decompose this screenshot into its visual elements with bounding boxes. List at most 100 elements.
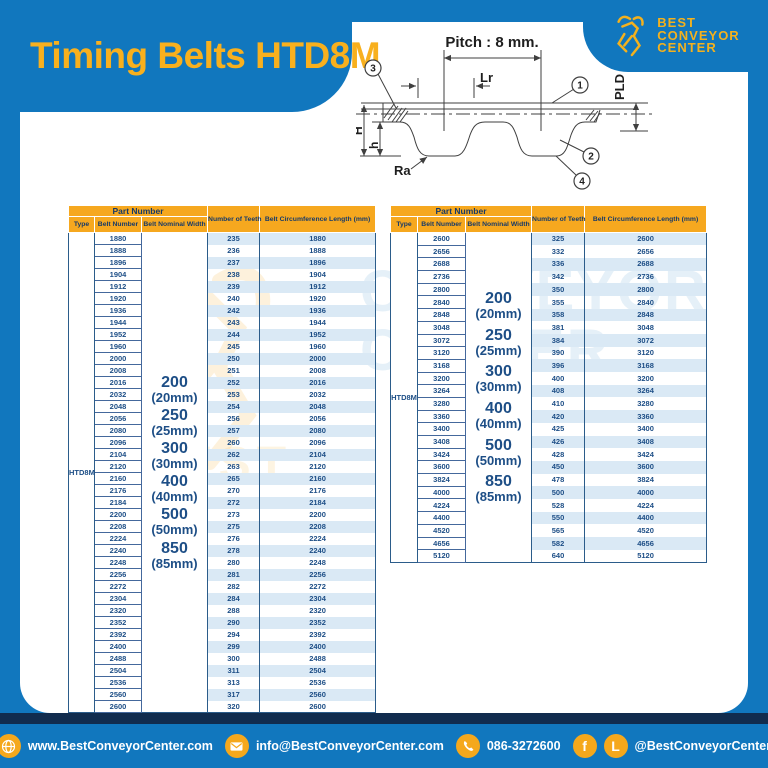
number-of-teeth-cell: 332 (531, 245, 586, 258)
number-of-teeth-cell: 265 (207, 472, 261, 485)
table-row: 2104 262 2104 (69, 448, 376, 461)
number-of-teeth-cell: 281 (207, 568, 261, 581)
belt-circumference-cell: 2304 (259, 592, 376, 605)
number-of-teeth-cell: 450 (531, 460, 586, 474)
number-of-teeth-cell: 236 (207, 244, 261, 257)
number-of-teeth-cell: 350 (531, 283, 586, 296)
width-mm: (20mm) (151, 389, 198, 405)
belt-circumference-cell: 3280 (637, 399, 654, 409)
table-row: 2240 278 2240 (69, 544, 376, 557)
belt-number-cell: 3048 (417, 320, 466, 335)
table-row: 1920 240 1920 (69, 292, 376, 305)
table-row: 1952 244 1952 (69, 328, 376, 341)
number-of-teeth-cell: 253 (207, 388, 261, 401)
belt-number-cell: 2688 (417, 257, 466, 272)
belt-number-cell: 2800 (417, 282, 466, 297)
belt-circumference-cell: 2000 (259, 352, 376, 365)
width-size: 850 (485, 473, 512, 491)
belt-circumference-cell: 3200 (637, 373, 654, 383)
table-row: 3408 426 3408 (391, 435, 707, 449)
number-of-teeth-cell: 640 (531, 549, 586, 563)
number-of-teeth-cell: 273 (207, 508, 261, 521)
belt-circumference-cell: 3168 (584, 359, 707, 373)
number-of-teeth-cell: 420 (531, 410, 586, 423)
table-row: 4224 528 4224 (391, 498, 707, 513)
width-size: 850 (161, 539, 188, 557)
table-row: 2184 272 2184 (69, 496, 376, 509)
width-size: 500 (161, 506, 188, 524)
number-of-teeth-cell: 336 (531, 257, 586, 271)
belt-number-cell: 2240 (94, 544, 142, 557)
belt-circumference-cell: 2656 (637, 246, 654, 256)
table-row: 3824 478 3824 (391, 473, 707, 487)
number-of-teeth-cell: 408 (531, 384, 586, 398)
belt-number-cell: 2320 (94, 604, 142, 617)
belt-number-cell: 3824 (417, 473, 466, 487)
table-row: 1936 242 1936 (69, 304, 376, 317)
belt-circumference-cell: 2056 (309, 413, 326, 423)
belt-circumference-cell: 2160 (259, 472, 376, 485)
number-of-teeth-cell: 299 (207, 640, 261, 653)
number-of-teeth-cell: 282 (207, 580, 261, 593)
table-row: 2560 317 2560 (69, 688, 376, 701)
belt-circumference-cell: 2736 (637, 272, 654, 282)
belt-number-cell: 3280 (417, 396, 466, 411)
footer-phone[interactable]: 086-3272600 (455, 734, 561, 758)
belt-circumference-cell: 3600 (584, 460, 707, 474)
header-part-number: Part Number (389, 205, 533, 217)
table-row: 2392 294 2392 (69, 628, 376, 641)
table-row: 4520 565 4520 (391, 523, 707, 538)
width-item: 300 (30mm) (466, 364, 531, 394)
number-of-teeth-cell: 384 (531, 334, 586, 347)
belt-circumference-cell: 1912 (259, 280, 376, 293)
belt-circumference-cell: 4224 (637, 500, 654, 510)
number-of-teeth-cell: 425 (531, 422, 586, 436)
table-row: 2056 256 2056 (69, 412, 376, 425)
belt-circumference-cell: 2800 (584, 283, 707, 296)
table-row: 2736 342 2736 (391, 270, 707, 284)
number-of-teeth-cell: 565 (531, 524, 586, 537)
belt-circumference-cell: 2104 (259, 448, 376, 461)
belt-circumference-cell: 4656 (584, 537, 707, 550)
belt-number-cell: 1920 (94, 292, 142, 305)
logo-line-3: CENTER (657, 40, 717, 56)
table-row: 4400 550 4400 (391, 511, 707, 525)
table-row: 2048 254 2048 (69, 400, 376, 413)
belt-number-cell: 3200 (417, 371, 466, 386)
belt-number-cell: 2176 (94, 484, 142, 497)
width-size: 250 (161, 406, 188, 424)
belt-circumference-cell: 2208 (259, 520, 376, 533)
belt-number-cell: 2056 (94, 412, 142, 425)
width-mm: (20mm) (475, 306, 522, 322)
logo-line-2: CONVEYOR (657, 27, 740, 43)
width-mm: (40mm) (475, 415, 522, 431)
belt-number-cell: 1944 (94, 316, 142, 329)
width-item: 400 (40mm) (466, 400, 531, 431)
callout-1: 1 (577, 81, 583, 92)
number-of-teeth-cell: 250 (207, 352, 261, 365)
table-row: 2504 311 2504 (69, 664, 376, 677)
footer-email[interactable]: info@BestConveyorCenter.com (224, 734, 444, 758)
table-row: 2488 300 2488 (69, 652, 376, 665)
width-mm: (30mm) (151, 456, 198, 472)
table-row: 2656 332 2656 (391, 244, 707, 259)
belt-number-cell: 2200 (94, 508, 142, 521)
table-row: 3264 408 3264 (391, 384, 707, 398)
table-row: 2272 282 2272 (69, 580, 376, 593)
header-number-of-teeth: Number of Teeth (207, 205, 262, 233)
table-row: 1904 238 1904 (69, 268, 376, 281)
table-row: 2320 288 2320 (69, 604, 376, 617)
number-of-teeth-cell: 275 (207, 520, 261, 533)
footer-social[interactable]: f L @BestConveyorCenter (572, 734, 768, 758)
table-row: 3200 400 3200 (391, 371, 707, 386)
belt-number-cell: 3072 (417, 333, 466, 348)
logo-goat-icon (617, 15, 645, 57)
footer-website[interactable]: www.BestConveyorCenter.com (0, 734, 213, 758)
table-row: 2000 250 2000 (69, 352, 376, 365)
number-of-teeth-cell: 478 (531, 473, 586, 487)
belt-circumference-cell: 2096 (309, 437, 326, 447)
belt-circumference-cell: 1936 (259, 304, 376, 317)
belt-number-cell: 1904 (94, 268, 142, 281)
number-of-teeth-cell: 242 (207, 304, 261, 317)
number-of-teeth-cell: 235 (207, 232, 261, 245)
